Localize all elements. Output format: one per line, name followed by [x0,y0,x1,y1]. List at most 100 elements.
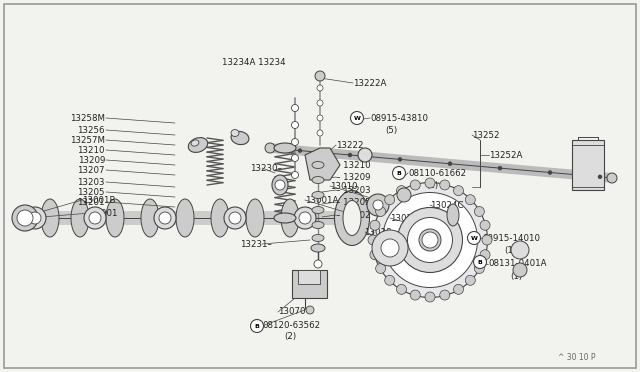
Text: ^ 30 10 P: ^ 30 10 P [558,353,595,362]
Text: 13207: 13207 [77,166,105,174]
Text: 13210: 13210 [77,145,105,154]
Ellipse shape [246,199,264,237]
Ellipse shape [12,205,38,231]
Text: 13024: 13024 [390,214,417,222]
Text: 13001A: 13001A [305,196,339,205]
Circle shape [265,143,275,153]
Ellipse shape [397,208,463,273]
Ellipse shape [373,200,383,210]
Text: – 13203: – 13203 [336,186,371,195]
Circle shape [275,180,285,190]
Circle shape [422,232,438,248]
Circle shape [306,306,314,314]
Ellipse shape [154,207,176,229]
Circle shape [440,290,450,300]
Circle shape [465,275,476,285]
Ellipse shape [188,138,208,153]
Text: B: B [255,324,259,328]
Circle shape [511,241,529,259]
Circle shape [385,275,395,285]
Text: 08110-61662: 08110-61662 [408,169,466,177]
Text: 13205: 13205 [77,187,105,196]
Circle shape [467,231,481,244]
Circle shape [465,195,476,205]
Ellipse shape [312,221,324,228]
Text: – 13205: – 13205 [336,198,371,206]
Ellipse shape [312,206,324,214]
Ellipse shape [41,199,59,237]
Circle shape [448,162,452,166]
Circle shape [454,186,463,196]
Ellipse shape [335,190,369,246]
Ellipse shape [141,199,159,237]
Text: 08915-43810: 08915-43810 [370,113,428,122]
Ellipse shape [311,244,325,252]
Circle shape [291,122,298,128]
Circle shape [291,171,298,179]
Circle shape [398,157,402,161]
Ellipse shape [343,201,361,235]
Circle shape [229,212,241,224]
Text: (1): (1) [510,272,522,280]
Circle shape [291,138,298,145]
Text: 08120-63562: 08120-63562 [262,321,320,330]
Text: 13231–: 13231– [240,240,272,248]
Text: 13222: 13222 [336,141,364,150]
Text: 13258M: 13258M [70,113,105,122]
Ellipse shape [274,143,296,153]
Text: 13209: 13209 [77,155,105,164]
Circle shape [480,220,490,230]
Circle shape [17,210,33,226]
Circle shape [607,173,617,183]
Ellipse shape [224,207,246,229]
Circle shape [385,195,395,205]
Ellipse shape [312,176,324,183]
Text: 13203: 13203 [77,177,105,186]
Circle shape [372,230,408,266]
Text: 13222A: 13222A [353,78,387,87]
Circle shape [474,263,484,273]
Circle shape [291,154,298,161]
Text: 13230–: 13230– [250,164,282,173]
Circle shape [482,235,492,245]
Text: 08915-14010: 08915-14010 [482,234,540,243]
Circle shape [314,260,322,268]
Text: – 13210: – 13210 [336,160,371,170]
Text: 13001: 13001 [90,208,118,218]
Text: 13001B: 13001B [82,196,115,205]
Circle shape [291,105,298,112]
Text: 13252A: 13252A [489,151,522,160]
Text: (2): (2) [284,333,296,341]
Circle shape [317,130,323,136]
Ellipse shape [274,213,296,223]
Circle shape [410,180,420,190]
Circle shape [397,188,411,202]
Circle shape [397,186,406,196]
Circle shape [598,175,602,179]
Circle shape [317,100,323,106]
Polygon shape [305,148,340,180]
Circle shape [159,212,171,224]
Ellipse shape [408,218,452,263]
Circle shape [480,250,490,260]
Circle shape [298,149,302,153]
Ellipse shape [272,175,288,195]
Text: W: W [470,235,477,241]
Text: 13234A 13234: 13234A 13234 [222,58,285,67]
Ellipse shape [71,199,89,237]
Circle shape [397,284,406,294]
Ellipse shape [383,192,477,288]
Circle shape [368,235,378,245]
Ellipse shape [447,204,459,226]
Ellipse shape [419,229,441,251]
Bar [298,270,320,284]
Text: 13256: 13256 [77,125,105,135]
Circle shape [317,115,323,121]
Ellipse shape [312,234,324,241]
Text: 13028: 13028 [364,228,392,237]
Circle shape [358,148,372,162]
Circle shape [315,71,325,81]
Circle shape [425,178,435,188]
Ellipse shape [106,199,124,237]
Circle shape [351,112,364,125]
